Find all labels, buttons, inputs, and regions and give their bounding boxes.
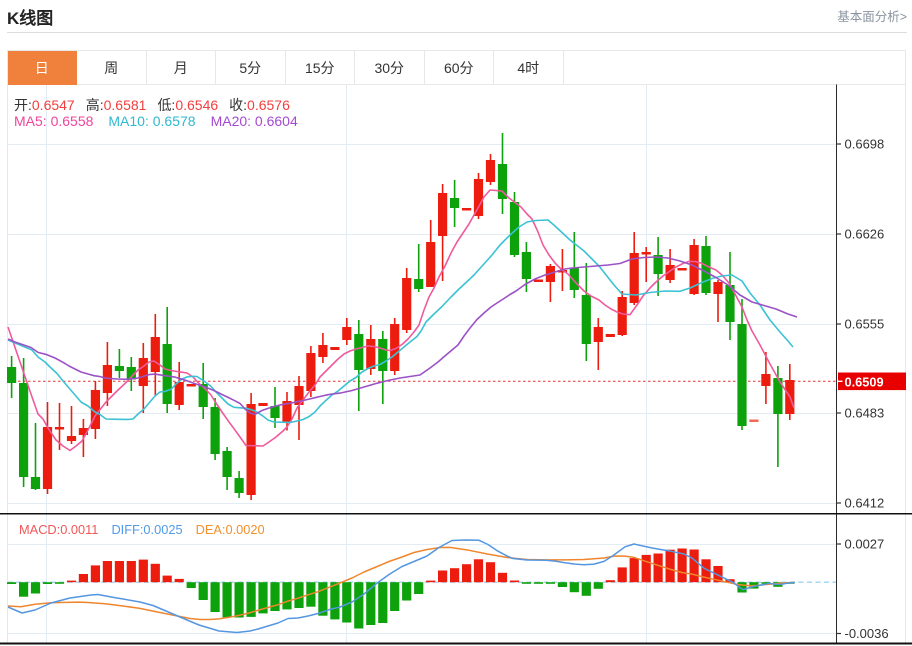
svg-text:0.6626: 0.6626 [845, 227, 885, 242]
svg-text:0.6412: 0.6412 [845, 496, 885, 511]
svg-text:-0.0036: -0.0036 [845, 626, 889, 641]
svg-text:0.6509: 0.6509 [845, 374, 884, 389]
svg-text:0.6555: 0.6555 [845, 317, 885, 332]
svg-text:0.6483: 0.6483 [845, 406, 885, 421]
svg-text:0.0027: 0.0027 [845, 537, 885, 552]
svg-text:0.6698: 0.6698 [845, 137, 885, 152]
